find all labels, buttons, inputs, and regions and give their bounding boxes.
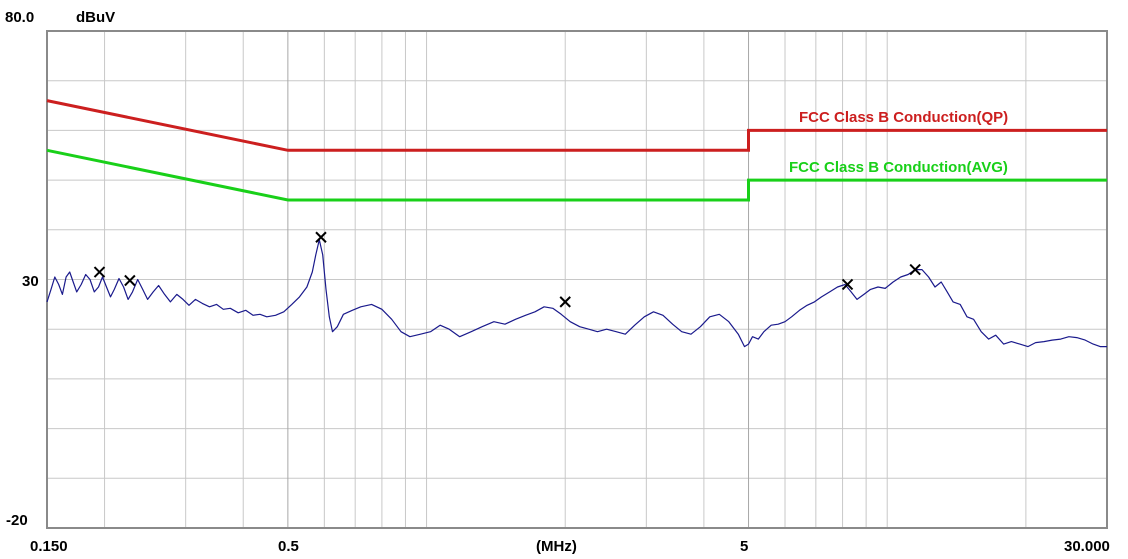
avg-limit-label: FCC Class B Conduction(AVG) — [789, 159, 1008, 176]
peak-marker-stroke — [93, 266, 106, 278]
measurement-traces — [46, 239, 1107, 348]
peak-marker-stroke — [124, 274, 136, 287]
x-unit-label: (MHz) — [536, 538, 577, 555]
peak-marker-stroke — [909, 263, 921, 276]
x-max-label: 30.000 — [1064, 538, 1110, 555]
plot-frame — [46, 30, 1108, 529]
peak-markers — [93, 231, 921, 308]
y-mid-label: 30 — [22, 273, 39, 290]
avg-limit-line — [46, 148, 1107, 202]
limit-lines — [46, 99, 1107, 202]
peak-marker — [93, 266, 106, 278]
measurement-trace-0 — [46, 239, 1107, 348]
x-tick-label-0.5: 0.5 — [278, 538, 299, 555]
y-min-label: -20 — [6, 512, 28, 529]
y-max-label: 80.0 — [5, 9, 34, 26]
x-tick-label-5: 5 — [740, 538, 748, 555]
y-unit-label: dBuV — [76, 9, 115, 26]
qp-limit-label: FCC Class B Conduction(QP) — [799, 109, 1008, 126]
grid — [47, 31, 1107, 528]
peak-marker — [841, 278, 854, 291]
peak-marker — [559, 296, 571, 308]
peak-marker — [909, 263, 921, 276]
qp-limit-line — [46, 99, 1107, 152]
peak-marker — [124, 274, 136, 287]
peak-marker-stroke — [559, 296, 571, 308]
x-min-label: 0.150 — [30, 538, 68, 555]
peak-marker-stroke — [315, 231, 327, 243]
peak-marker-stroke — [841, 278, 854, 291]
peak-marker — [315, 231, 327, 243]
